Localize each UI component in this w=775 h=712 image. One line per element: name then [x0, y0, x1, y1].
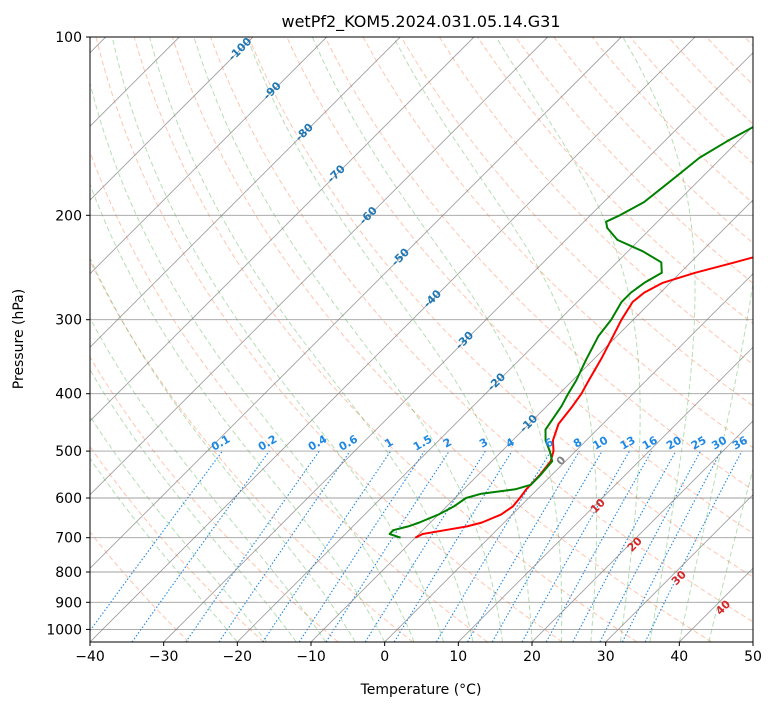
isotherm-gridline — [0, 37, 327, 642]
x-tick-label: 40 — [670, 649, 688, 665]
y-tick-label: 800 — [55, 565, 82, 581]
dry-adiabat-line — [592, 37, 775, 642]
dry-adiabat-line — [363, 37, 775, 642]
x-tick-label: 10 — [449, 649, 467, 665]
moist-adiabat-line — [0, 37, 267, 642]
y-tick-label: 100 — [55, 30, 82, 46]
mixing-ratio-line — [82, 451, 223, 642]
moist-adiabat-line — [4, 37, 326, 642]
dry-adiabat-line — [20, 37, 413, 642]
isotherm-gridline — [753, 37, 775, 642]
dry-adiabat-line — [58, 37, 488, 642]
mixing-ratio-label: 0.6 — [337, 432, 361, 453]
y-tick-label: 400 — [55, 387, 82, 403]
isotherm-label: -40 — [421, 287, 444, 310]
x-tick-label: 50 — [744, 649, 762, 665]
dry-adiabat-line — [0, 37, 338, 642]
y-tick-label: 1000 — [46, 622, 82, 638]
isotherm-label: -100 — [226, 35, 255, 64]
mixing-ratio-line — [219, 451, 350, 642]
isotherm-gridline — [237, 37, 775, 642]
mixing-ratio-label: 1.5 — [411, 433, 434, 454]
mixing-ratio-label: 13 — [618, 434, 638, 453]
mixing-ratio-label: 0.1 — [209, 433, 232, 454]
y-tick-label: 700 — [55, 531, 82, 547]
moist-adiabat-line — [80, 37, 414, 642]
isotherm-gridline — [311, 37, 775, 642]
mixing-ratio-line — [132, 451, 269, 642]
mixing-ratio-label: 0.2 — [256, 433, 279, 454]
dry-adiabat-line — [0, 37, 189, 642]
dry-adiabat-line — [0, 37, 264, 642]
x-tick-label: 30 — [597, 649, 615, 665]
isotherm-gridline — [16, 37, 621, 642]
isotherm-gridline — [0, 37, 253, 642]
y-tick-label: 600 — [55, 491, 82, 507]
plot-frame — [90, 37, 753, 642]
dry-adiabat-line — [707, 37, 775, 642]
dry-adiabat-line — [745, 37, 775, 642]
isotherm-label: -60 — [357, 204, 380, 227]
isotherm-gridline — [90, 37, 695, 642]
mixing-ratio-line — [263, 451, 391, 642]
moist-adiabat-label: 40 — [713, 597, 733, 617]
mixing-ratio-label: 25 — [689, 434, 709, 453]
dry-adiabat-line — [134, 37, 637, 642]
mixing-ratio-line — [326, 451, 449, 642]
mixing-ratio-label: 30 — [709, 433, 729, 452]
mixing-ratio-line — [468, 451, 580, 642]
mixing-ratio-line — [394, 451, 512, 642]
isotherm-label: -10 — [517, 412, 540, 435]
isotherm-label: -70 — [325, 162, 348, 185]
isotherm-label: -30 — [453, 329, 476, 352]
isotherm-gridline — [0, 37, 474, 642]
mixing-ratio-label: 36 — [730, 433, 750, 452]
x-tick-label: −20 — [223, 649, 253, 665]
mixing-ratio-label: 3 — [477, 436, 490, 451]
x-tick-label: −40 — [75, 649, 105, 665]
dry-adiabat-line — [516, 37, 775, 642]
y-tick-label: 500 — [55, 444, 82, 460]
moist-adiabat-label: 30 — [669, 568, 689, 588]
moist-adiabat-line — [709, 37, 775, 642]
isotherm-gridline — [0, 37, 400, 642]
moist-adiabat-line — [393, 37, 596, 642]
x-axis-label: Temperature (°C) — [360, 682, 482, 698]
y-tick-label: 300 — [55, 313, 82, 329]
mixing-ratio-line — [600, 451, 701, 642]
y-tick-label: 900 — [55, 595, 82, 611]
y-tick-label: 200 — [55, 208, 82, 224]
isotherm-label: -90 — [261, 79, 284, 102]
x-tick-label: −30 — [149, 649, 179, 665]
mixing-ratio-label: 0.4 — [306, 432, 330, 453]
moist-adiabat-line — [312, 37, 561, 642]
isotherm-gridline — [385, 37, 775, 642]
moist-adiabat-line — [247, 37, 532, 642]
dry-adiabat-line — [554, 37, 775, 642]
x-tick-label: −10 — [296, 649, 326, 665]
dry-adiabat-line — [211, 37, 775, 642]
mixing-ratio-label: 1 — [382, 436, 395, 451]
dry-adiabat-line — [668, 37, 775, 642]
x-tick-label: 20 — [523, 649, 541, 665]
mixing-ratio-line — [645, 451, 742, 642]
chart-title: wetPf2_KOM5.2024.031.05.14.G31 — [281, 12, 560, 32]
isotherm-gridline — [458, 37, 775, 642]
dewpoint-profile-line — [390, 37, 775, 538]
moist-adiabat-label: 10 — [588, 496, 608, 516]
isotherm-gridline — [532, 37, 775, 642]
moist-adiabat-line — [496, 37, 640, 642]
mixing-ratio-label: 16 — [640, 433, 660, 452]
y-axis-label: Pressure (hPa) — [11, 289, 27, 389]
x-tick-label: 0 — [380, 649, 389, 665]
mixing-ratio-line — [522, 451, 629, 642]
moist-adiabat-line — [0, 37, 237, 642]
